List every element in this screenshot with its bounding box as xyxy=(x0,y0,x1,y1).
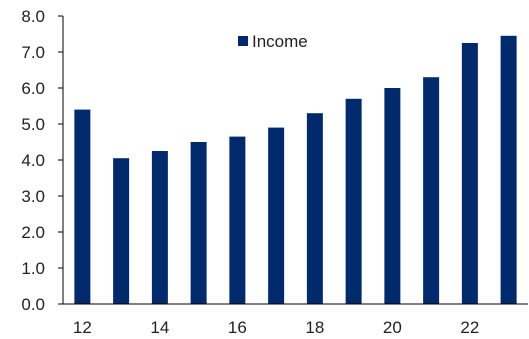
x-axis-ticks: 12 14 16 18 20 22 xyxy=(73,318,479,337)
bar-12 xyxy=(74,109,91,304)
bars-income xyxy=(74,35,517,305)
y-tick-label: 0.0 xyxy=(21,295,45,314)
legend-swatch-income xyxy=(238,36,248,46)
x-tick-label: 22 xyxy=(460,318,479,337)
bar-16 xyxy=(229,136,246,304)
x-tick-label: 12 xyxy=(73,318,92,337)
bar-20 xyxy=(384,88,401,304)
y-tick-label: 7.0 xyxy=(21,43,45,62)
bar-17 xyxy=(268,127,285,304)
y-tick-label: 6.0 xyxy=(21,79,45,98)
x-tick-label: 16 xyxy=(228,318,247,337)
x-tick-label: 14 xyxy=(150,318,169,337)
y-tick-label: 4.0 xyxy=(21,151,45,170)
legend-label-income: Income xyxy=(252,32,308,51)
bar-22 xyxy=(461,43,478,304)
x-tick-label: 20 xyxy=(383,318,402,337)
y-tick-label: 8.0 xyxy=(21,7,45,26)
bar-19 xyxy=(345,98,362,304)
legend: Income xyxy=(238,32,308,51)
y-tick-label: 2.0 xyxy=(21,223,45,242)
y-tick-label: 3.0 xyxy=(21,187,45,206)
x-tick-label: 18 xyxy=(305,318,324,337)
bar-15 xyxy=(190,142,207,304)
bar-21 xyxy=(423,77,440,304)
y-axis-ticks: 0.0 1.0 2.0 3.0 4.0 5.0 6.0 7.0 8.0 xyxy=(21,7,63,314)
bar-13 xyxy=(113,158,130,304)
y-tick-label: 5.0 xyxy=(21,115,45,134)
bar-14 xyxy=(151,151,168,304)
bar-23 xyxy=(500,35,517,305)
y-tick-label: 1.0 xyxy=(21,259,45,278)
bar-18 xyxy=(306,113,323,304)
